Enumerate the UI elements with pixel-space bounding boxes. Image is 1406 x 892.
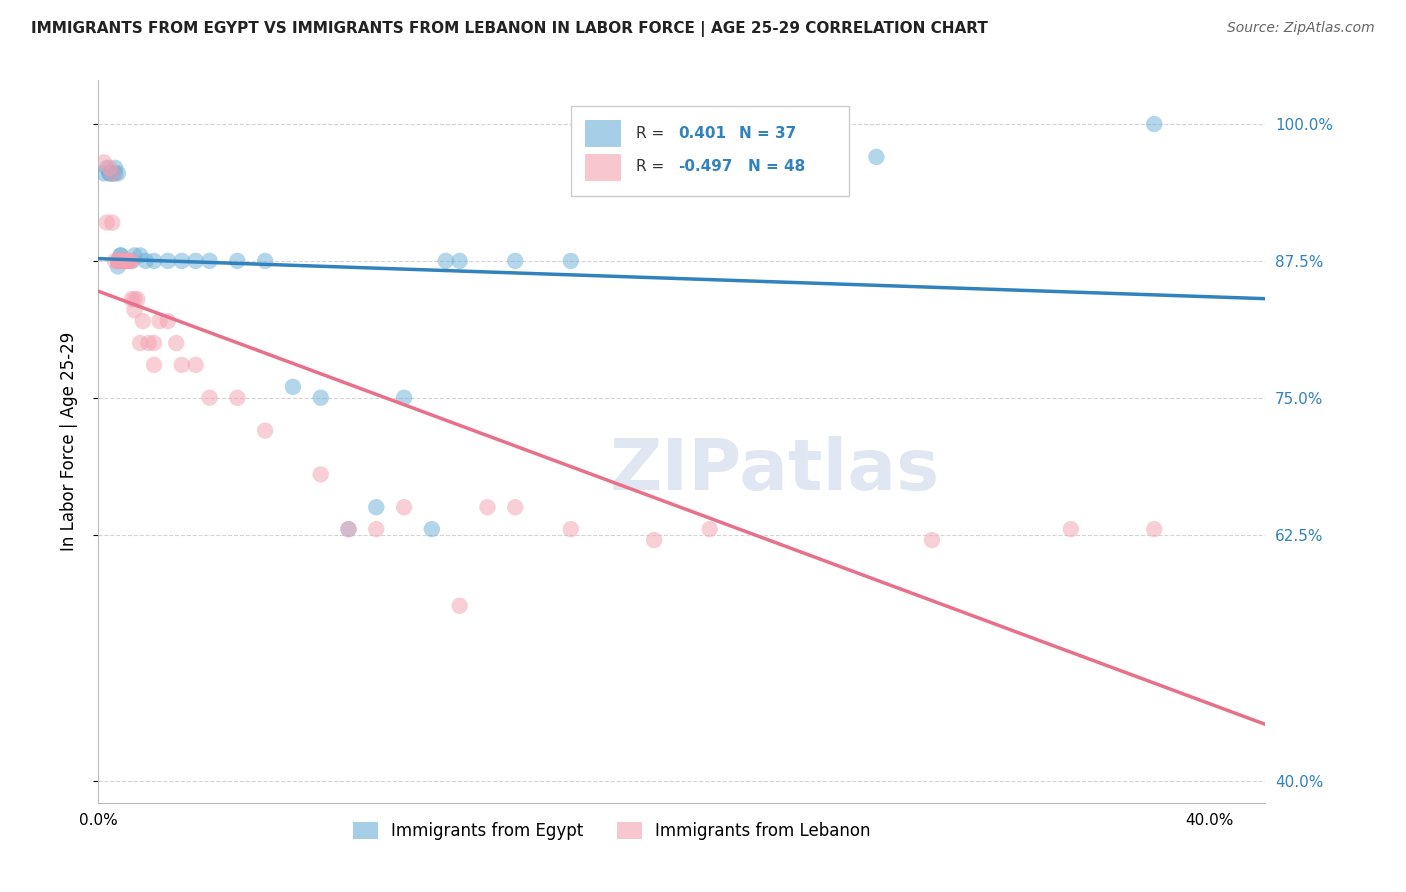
Point: [226, 391, 249, 405]
Point: [96, 161, 118, 175]
Point: [107, 260, 129, 274]
Point: [104, 161, 127, 175]
Point: [98, 166, 121, 180]
Point: [138, 336, 160, 351]
Point: [107, 166, 129, 180]
Point: [198, 391, 221, 405]
Point: [309, 391, 332, 405]
Point: [226, 253, 249, 268]
Point: [118, 253, 141, 268]
Point: [118, 253, 141, 268]
Point: [143, 358, 166, 372]
Point: [129, 248, 152, 262]
Point: [121, 253, 143, 268]
Text: IMMIGRANTS FROM EGYPT VS IMMIGRANTS FROM LEBANON IN LABOR FORCE | AGE 25-29 CORR: IMMIGRANTS FROM EGYPT VS IMMIGRANTS FROM…: [31, 21, 988, 37]
Point: [115, 253, 138, 268]
Point: [309, 467, 332, 482]
Point: [101, 166, 124, 180]
FancyBboxPatch shape: [585, 120, 620, 146]
Point: [366, 522, 388, 536]
Point: [184, 253, 207, 268]
Point: [132, 314, 155, 328]
Point: [112, 253, 135, 268]
Point: [93, 166, 115, 180]
Point: [337, 522, 360, 536]
Text: -0.497: -0.497: [679, 160, 733, 175]
Point: [101, 166, 124, 180]
Point: [1060, 522, 1083, 536]
Point: [143, 336, 166, 351]
Point: [184, 358, 207, 372]
Point: [110, 253, 132, 268]
Point: [110, 253, 132, 268]
Point: [115, 253, 138, 268]
Point: [699, 522, 721, 536]
Point: [170, 253, 193, 268]
Point: [1143, 117, 1166, 131]
Y-axis label: In Labor Force | Age 25-29: In Labor Force | Age 25-29: [59, 332, 77, 551]
Point: [449, 253, 471, 268]
Point: [560, 253, 582, 268]
Point: [392, 500, 415, 515]
Point: [503, 500, 526, 515]
Point: [101, 166, 124, 180]
Point: [143, 253, 166, 268]
Point: [104, 166, 127, 180]
Point: [165, 336, 187, 351]
Point: [254, 424, 277, 438]
Text: R =: R =: [637, 160, 669, 175]
Point: [156, 314, 179, 328]
Point: [560, 522, 582, 536]
Point: [110, 248, 132, 262]
Point: [921, 533, 943, 547]
FancyBboxPatch shape: [571, 105, 849, 196]
Point: [127, 292, 149, 306]
Text: R =: R =: [637, 126, 669, 141]
Point: [434, 253, 457, 268]
Legend: Immigrants from Egypt, Immigrants from Lebanon: Immigrants from Egypt, Immigrants from L…: [346, 815, 877, 847]
Point: [281, 380, 304, 394]
Point: [124, 292, 146, 306]
Point: [420, 522, 443, 536]
Point: [254, 253, 277, 268]
Point: [124, 248, 146, 262]
Point: [170, 358, 193, 372]
Point: [865, 150, 887, 164]
Point: [107, 253, 129, 268]
Point: [503, 253, 526, 268]
Point: [107, 253, 129, 268]
Text: N = 37: N = 37: [740, 126, 796, 141]
Point: [198, 253, 221, 268]
Point: [449, 599, 471, 613]
Point: [337, 522, 360, 536]
Text: N = 48: N = 48: [748, 160, 806, 175]
Point: [110, 248, 132, 262]
Point: [112, 253, 135, 268]
Point: [96, 216, 118, 230]
Text: Source: ZipAtlas.com: Source: ZipAtlas.com: [1227, 21, 1375, 36]
Point: [115, 253, 138, 268]
Text: 0.401: 0.401: [679, 126, 727, 141]
Point: [124, 303, 146, 318]
Point: [112, 253, 135, 268]
Point: [93, 155, 115, 169]
Point: [643, 533, 665, 547]
Point: [129, 336, 152, 351]
Point: [115, 253, 138, 268]
Point: [98, 166, 121, 180]
Text: ZIPatlas: ZIPatlas: [610, 436, 941, 505]
Point: [1143, 522, 1166, 536]
FancyBboxPatch shape: [585, 154, 620, 180]
Point: [98, 161, 121, 175]
Point: [148, 314, 170, 328]
Point: [104, 253, 127, 268]
Point: [156, 253, 179, 268]
Point: [135, 253, 157, 268]
Point: [121, 253, 143, 268]
Point: [477, 500, 499, 515]
Point: [121, 292, 143, 306]
Point: [101, 216, 124, 230]
Point: [366, 500, 388, 515]
Point: [392, 391, 415, 405]
